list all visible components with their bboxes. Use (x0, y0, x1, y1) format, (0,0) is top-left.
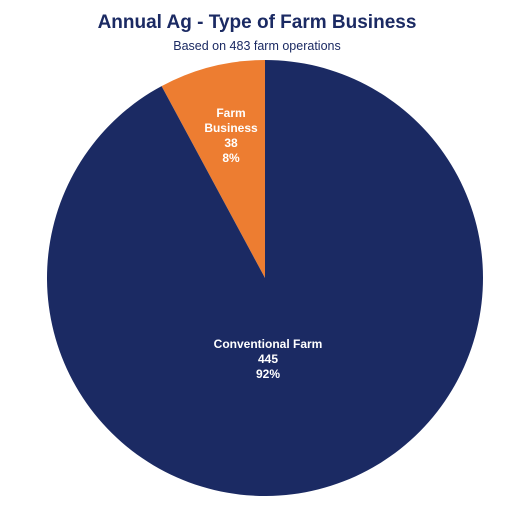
pie-slices (46, 59, 483, 496)
pie-label-1-line-0: Conventional Farm (214, 337, 323, 351)
pie-label-1-line-2: 92% (256, 367, 280, 381)
chart-title: Annual Ag - Type of Farm Business (98, 12, 417, 33)
chart-subtitle: Based on 483 farm operations (173, 39, 340, 53)
pie-slice-1 (46, 60, 483, 496)
pie-label-1-line-1: 445 (258, 352, 278, 366)
pie-label-0-line-0: Farm (216, 106, 245, 120)
pie-label-0-line-3: 8% (222, 151, 240, 165)
pie-slice-0 (161, 59, 265, 278)
pie-label-0-line-2: 38 (224, 136, 238, 150)
pie-label-0-line-1: Business (204, 121, 258, 135)
